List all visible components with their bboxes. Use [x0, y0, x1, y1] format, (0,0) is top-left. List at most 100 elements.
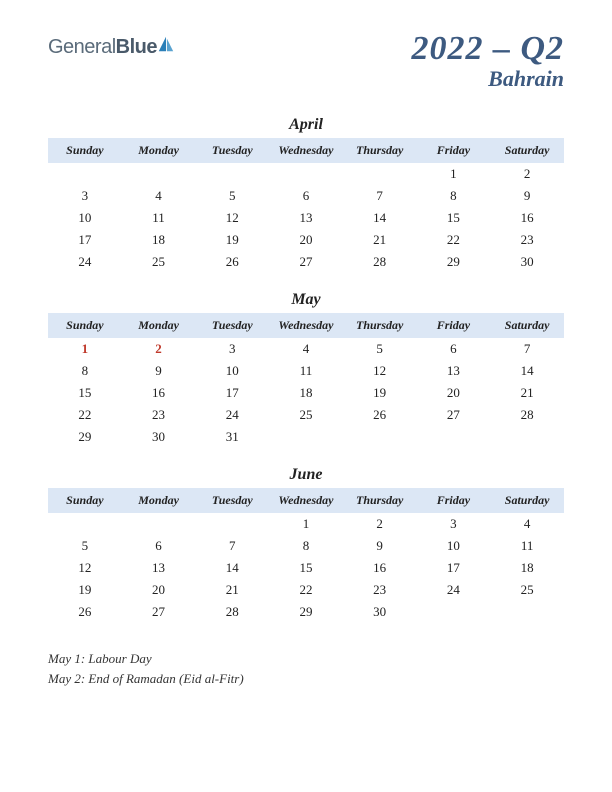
- calendar-day-cell: 15: [269, 557, 343, 579]
- calendar-week-row: 10111213141516: [48, 207, 564, 229]
- calendar-day-cell: [269, 163, 343, 185]
- calendar-day-cell: 27: [122, 601, 196, 623]
- calendar-day-cell: 2: [490, 163, 564, 185]
- calendar-day-cell: 29: [417, 251, 491, 273]
- calendar-day-cell: 10: [48, 207, 122, 229]
- calendar-day-cell: 12: [195, 207, 269, 229]
- calendar-day-cell: 18: [269, 382, 343, 404]
- calendar-table: SundayMondayTuesdayWednesdayThursdayFrid…: [48, 313, 564, 448]
- calendar-day-cell: 30: [343, 601, 417, 623]
- day-header: Saturday: [490, 488, 564, 513]
- calendar-day-cell: 15: [417, 207, 491, 229]
- calendar-week-row: 567891011: [48, 535, 564, 557]
- calendar-day-cell: 3: [195, 338, 269, 360]
- calendar-day-cell: 25: [122, 251, 196, 273]
- calendar-day-cell: 3: [48, 185, 122, 207]
- calendar-day-cell: 4: [122, 185, 196, 207]
- day-header: Sunday: [48, 138, 122, 163]
- calendar-day-cell: 17: [48, 229, 122, 251]
- day-header: Monday: [122, 313, 196, 338]
- calendar-day-cell: 5: [48, 535, 122, 557]
- calendar-day-cell: 4: [490, 513, 564, 535]
- calendar-day-cell: [343, 163, 417, 185]
- month-block: June SundayMondayTuesdayWednesdayThursday…: [48, 466, 564, 623]
- calendar-day-cell: [122, 163, 196, 185]
- logo: GeneralBlue: [48, 36, 175, 59]
- calendar-day-cell: 30: [122, 426, 196, 448]
- calendar-day-cell: 24: [48, 251, 122, 273]
- calendar-day-cell: 6: [122, 535, 196, 557]
- calendar-day-cell: 13: [417, 360, 491, 382]
- calendar-day-cell: 11: [490, 535, 564, 557]
- day-header: Thursday: [343, 313, 417, 338]
- calendar-day-cell: 1: [417, 163, 491, 185]
- calendar-day-cell: 7: [490, 338, 564, 360]
- calendar-day-cell: 21: [195, 579, 269, 601]
- day-header: Friday: [417, 488, 491, 513]
- calendar-day-cell: 16: [122, 382, 196, 404]
- calendar-day-cell: [48, 163, 122, 185]
- calendar-day-cell: 8: [269, 535, 343, 557]
- calendar-day-cell: 26: [48, 601, 122, 623]
- calendar-day-cell: 21: [343, 229, 417, 251]
- holiday-entry: May 1: Labour Day: [48, 649, 564, 669]
- calendar-week-row: 15161718192021: [48, 382, 564, 404]
- calendar-day-cell: 4: [269, 338, 343, 360]
- day-header: Monday: [122, 488, 196, 513]
- calendar-table: SundayMondayTuesdayWednesdayThursdayFrid…: [48, 138, 564, 273]
- calendar-day-cell: 3: [417, 513, 491, 535]
- calendar-week-row: 1234567: [48, 338, 564, 360]
- month-title: May: [48, 291, 564, 309]
- calendar-day-cell: 8: [417, 185, 491, 207]
- calendar-day-cell: 23: [490, 229, 564, 251]
- month-title: June: [48, 466, 564, 484]
- day-header: Friday: [417, 138, 491, 163]
- calendar-week-row: 19202122232425: [48, 579, 564, 601]
- calendar-day-cell: 6: [269, 185, 343, 207]
- day-header: Saturday: [490, 138, 564, 163]
- calendar-day-cell: 6: [417, 338, 491, 360]
- calendar-day-cell: 25: [490, 579, 564, 601]
- title-main: 2022 – Q2: [411, 30, 564, 68]
- calendar-day-cell: 29: [269, 601, 343, 623]
- day-header: Thursday: [343, 138, 417, 163]
- calendar-day-cell: [269, 426, 343, 448]
- calendar-day-cell: 9: [122, 360, 196, 382]
- calendar-day-cell: 22: [269, 579, 343, 601]
- holidays-list: May 1: Labour DayMay 2: End of Ramadan (…: [48, 649, 564, 688]
- calendar-day-cell: [417, 426, 491, 448]
- calendar-day-cell: 5: [195, 185, 269, 207]
- calendar-day-cell: 18: [122, 229, 196, 251]
- calendar-week-row: 2627282930: [48, 601, 564, 623]
- day-header: Tuesday: [195, 138, 269, 163]
- calendar-day-cell: 11: [269, 360, 343, 382]
- calendar-day-cell: 20: [122, 579, 196, 601]
- month-block: May SundayMondayTuesdayWednesdayThursdayF…: [48, 291, 564, 448]
- logo-text-general: General: [48, 36, 116, 58]
- calendar-day-cell: 17: [417, 557, 491, 579]
- calendar-day-cell: [417, 601, 491, 623]
- calendar-table: SundayMondayTuesdayWednesdayThursdayFrid…: [48, 488, 564, 623]
- calendar-day-cell: 8: [48, 360, 122, 382]
- day-header: Wednesday: [269, 313, 343, 338]
- calendar-day-cell: 26: [343, 404, 417, 426]
- calendar-day-cell: 24: [195, 404, 269, 426]
- calendar-day-cell: [122, 513, 196, 535]
- calendar-week-row: 22232425262728: [48, 404, 564, 426]
- calendar-day-cell: 24: [417, 579, 491, 601]
- calendar-week-row: 12131415161718: [48, 557, 564, 579]
- calendar-day-cell: 19: [343, 382, 417, 404]
- logo-text-blue: Blue: [116, 36, 157, 58]
- calendar-week-row: 24252627282930: [48, 251, 564, 273]
- calendar-day-cell: 26: [195, 251, 269, 273]
- month-block: AprilSundayMondayTuesdayWednesdayThursda…: [48, 116, 564, 273]
- day-header: Friday: [417, 313, 491, 338]
- calendar-day-cell: 23: [343, 579, 417, 601]
- logo-sail-icon: [157, 35, 175, 53]
- calendar-day-cell: 20: [417, 382, 491, 404]
- calendar-day-cell: 14: [490, 360, 564, 382]
- calendar-day-cell: 18: [490, 557, 564, 579]
- calendar-day-cell: [48, 513, 122, 535]
- calendar-week-row: 17181920212223: [48, 229, 564, 251]
- day-header: Monday: [122, 138, 196, 163]
